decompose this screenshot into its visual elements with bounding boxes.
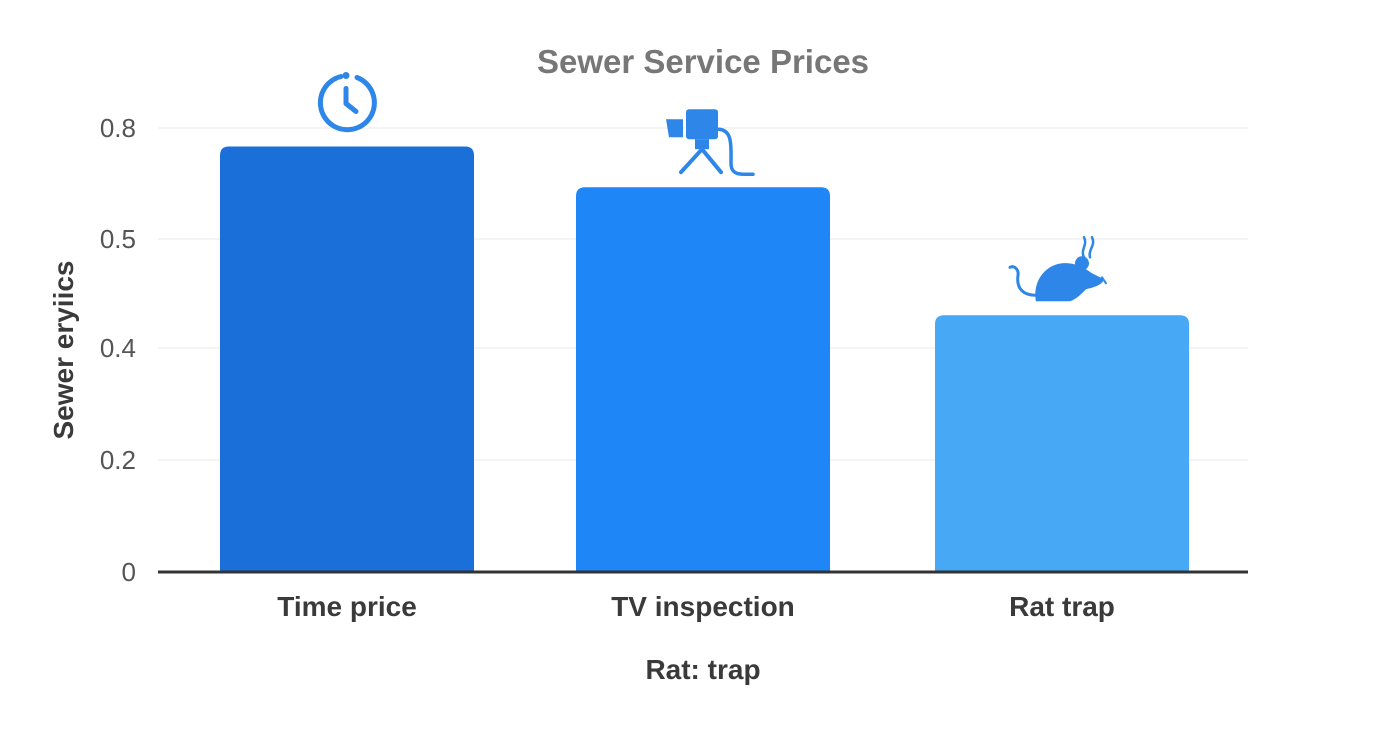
y-axis-title: Sewer eryiics	[48, 260, 79, 439]
y-axis-ticks: 0 0.2 0.4 0.5 0.8	[100, 113, 136, 587]
x-axis-title: Rat: trap	[645, 654, 760, 685]
y-tick-label: 0.4	[100, 333, 136, 363]
bar-tv-inspection	[576, 187, 830, 572]
camera-icon	[666, 109, 755, 176]
rat-icon	[1008, 236, 1107, 302]
y-tick-label: 0.2	[100, 445, 136, 475]
y-tick-label: 0.5	[100, 224, 136, 254]
bar-time-price	[220, 146, 474, 572]
x-axis-category-labels: Time price TV inspection Rat trap	[277, 591, 1115, 622]
chart-title: Sewer Service Prices	[537, 43, 869, 80]
bars	[220, 146, 1189, 572]
x-category-label: Rat trap	[1009, 591, 1115, 622]
bar-icons	[317, 72, 1107, 302]
y-tick-label: 0	[122, 557, 136, 587]
bar-rat-trap	[935, 315, 1189, 572]
y-tick-label: 0.8	[100, 113, 136, 143]
clock-icon	[317, 72, 377, 133]
x-category-label: TV inspection	[611, 591, 795, 622]
x-category-label: Time price	[277, 591, 417, 622]
